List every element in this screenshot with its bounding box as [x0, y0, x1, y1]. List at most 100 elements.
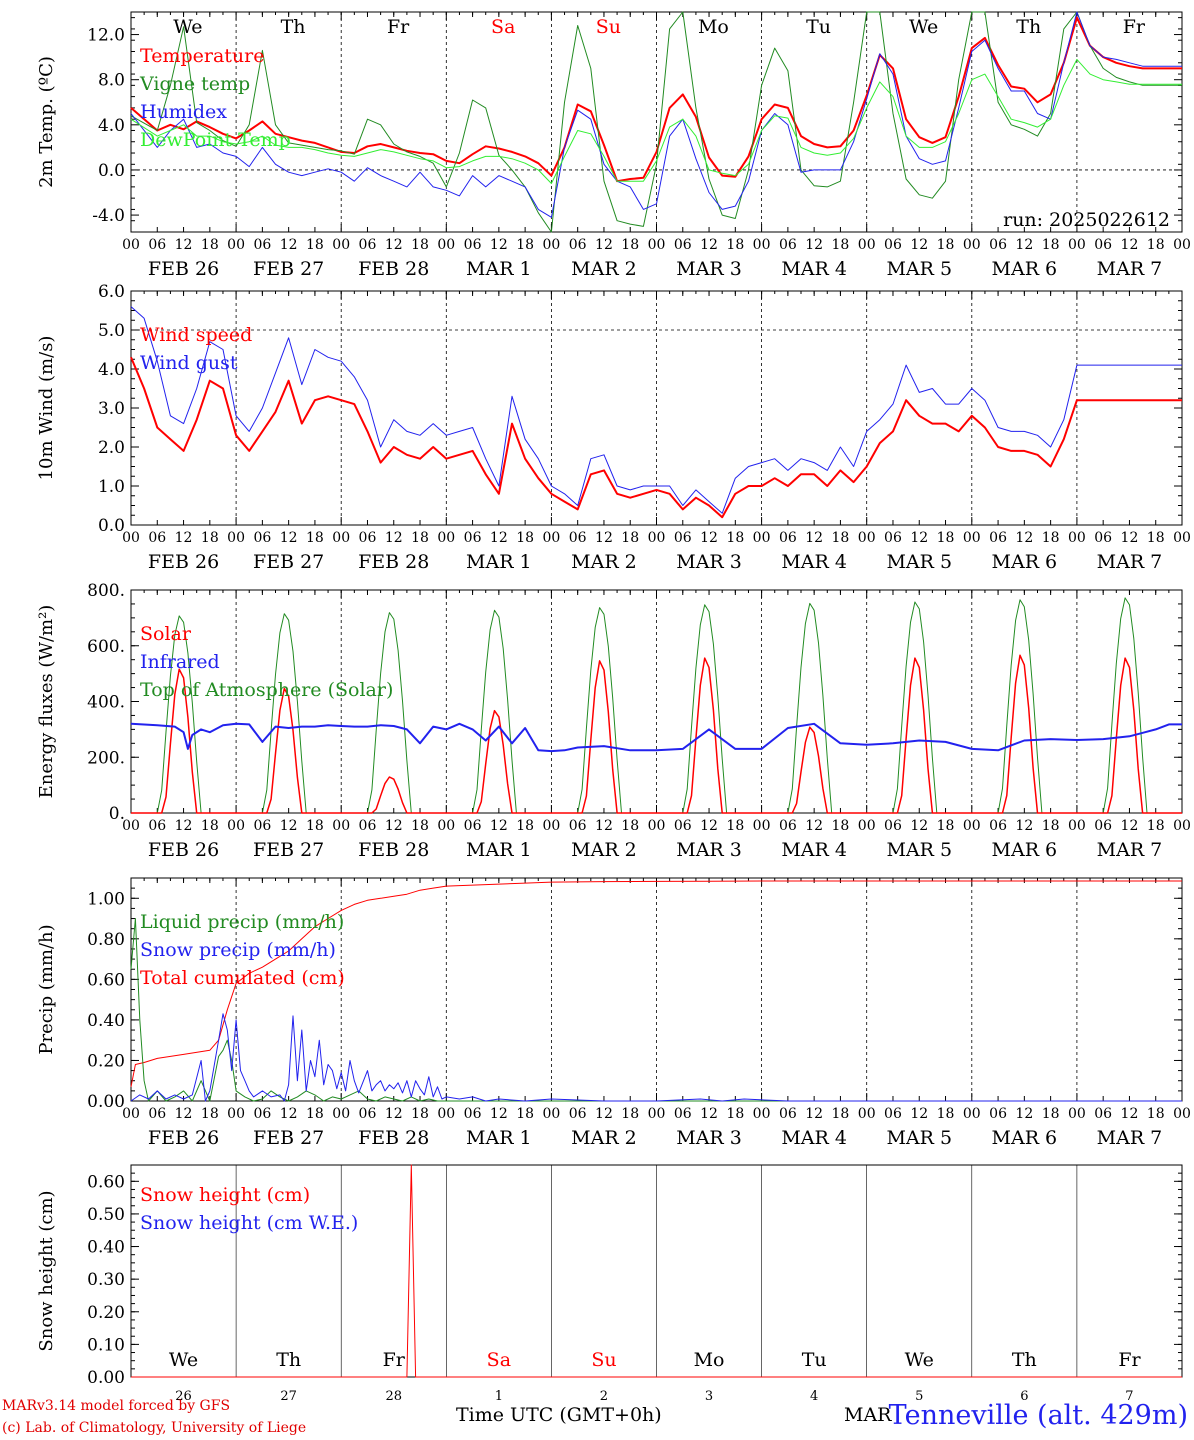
hour-tick-label: 00 [437, 530, 455, 546]
hour-tick-label: 00 [1068, 530, 1086, 546]
hour-tick-label: 00 [858, 237, 876, 253]
hour-tick-label: 06 [884, 1106, 902, 1122]
hour-tick-label: 18 [1042, 818, 1060, 834]
hour-tick-label: 18 [1147, 237, 1165, 253]
hour-tick-label: 06 [674, 530, 692, 546]
date-label: MAR 5 [886, 551, 952, 573]
panel-4: 0.00 0.20 0.40 0.60 0.80 1.00 Precip (mm/h) Liq… [36, 877, 1191, 1149]
hour-tick-label: 18 [726, 1106, 744, 1122]
hour-tick-label: 00 [858, 818, 876, 834]
hour-tick-label: 06 [674, 818, 692, 834]
date-label: FEB 28 [358, 839, 429, 861]
legend-entry: Liquid precip (mm/h) [140, 911, 344, 933]
hour-tick-label: 18 [832, 818, 850, 834]
legend-entry: Infrared [140, 651, 220, 673]
date-label: FEB 28 [358, 551, 429, 573]
series-temperature [130, 16, 1182, 183]
hour-tick-label: 06 [148, 818, 166, 834]
hour-tick-label: 06 [464, 818, 482, 834]
hour-tick-label: 00 [753, 1106, 771, 1122]
hour-tick-label: 06 [359, 530, 377, 546]
hour-tick-label: 18 [1042, 237, 1060, 253]
hour-tick-label: 18 [621, 1106, 639, 1122]
panel-1: -4.0 0.0 4.0 8.0 12.0 2m Temp. (ºC) Temperatur… [36, 11, 1191, 280]
day-number-label: 3 [705, 1389, 713, 1404]
date-label: MAR 6 [992, 551, 1058, 573]
y-axis-label: 2m Temp. (ºC) [36, 56, 57, 188]
hour-tick-label: 18 [621, 237, 639, 253]
hour-tick-label: 18 [201, 818, 219, 834]
hour-tick-label: 00 [122, 1106, 140, 1122]
hour-tick-label: 12 [805, 237, 823, 253]
hour-tick-label: 12 [175, 1106, 193, 1122]
hour-tick-label: 06 [253, 1106, 271, 1122]
series-wind-speed [130, 356, 1182, 519]
weekday-label: Th [1012, 1349, 1037, 1371]
series-snow-height-cm- [131, 1164, 1182, 1378]
hour-tick-label: 12 [1121, 237, 1139, 253]
hour-tick-label: 06 [359, 1106, 377, 1122]
hour-tick-label: 12 [490, 818, 508, 834]
y-tick-label: 0.00 [87, 1092, 125, 1112]
date-label: MAR 2 [571, 258, 637, 280]
series-solar [131, 654, 1182, 814]
y-axis-label: Snow height (cm) [36, 1190, 57, 1351]
hour-tick-label: 12 [595, 818, 613, 834]
hour-tick-label: 12 [280, 530, 298, 546]
date-label: MAR 5 [886, 1127, 952, 1149]
date-label: MAR 4 [781, 258, 847, 280]
hour-tick-label: 06 [1094, 818, 1112, 834]
hour-tick-label: 12 [280, 818, 298, 834]
hour-tick-label: 12 [490, 1106, 508, 1122]
hour-tick-label: 12 [700, 818, 718, 834]
weekday-label: Su [591, 1349, 616, 1371]
weekday-label: Fr [1118, 1349, 1141, 1371]
hour-tick-label: 06 [569, 530, 587, 546]
hour-tick-label: 12 [910, 237, 928, 253]
hour-tick-label: 12 [385, 530, 403, 546]
hour-tick-label: 00 [648, 1106, 666, 1122]
hour-tick-label: 06 [253, 530, 271, 546]
date-label: MAR 2 [571, 551, 637, 573]
hour-tick-label: 12 [175, 237, 193, 253]
date-label: FEB 27 [253, 258, 324, 280]
y-tick-label: 12.0 [87, 26, 125, 46]
hour-tick-label: 00 [437, 818, 455, 834]
date-label: FEB 28 [358, 258, 429, 280]
legend-entry: Wind speed [140, 324, 252, 346]
hour-tick-label: 06 [884, 530, 902, 546]
hour-tick-label: 12 [700, 237, 718, 253]
model-credit: MARv3.14 model forced by GFS [2, 1398, 231, 1414]
y-axis-label: 10m Wind (m/s) [36, 336, 57, 481]
hour-tick-label: 00 [332, 237, 350, 253]
date-label: MAR 4 [781, 1127, 847, 1149]
weekday-label: Mo [694, 1349, 725, 1371]
month-label: MAR [844, 1404, 892, 1426]
hour-tick-label: 18 [411, 1106, 429, 1122]
hour-tick-label: 18 [306, 237, 324, 253]
hour-tick-label: 12 [805, 530, 823, 546]
hour-tick-label: 06 [674, 237, 692, 253]
hour-tick-label: 12 [1121, 818, 1139, 834]
hour-tick-label: 00 [227, 237, 245, 253]
hour-tick-label: 00 [227, 818, 245, 834]
hour-tick-label: 18 [306, 818, 324, 834]
date-label: MAR 4 [781, 551, 847, 573]
hour-tick-label: 12 [595, 237, 613, 253]
legend-entry: Snow height (cm W.E.) [140, 1212, 358, 1234]
hour-tick-label: 00 [963, 237, 981, 253]
hour-tick-label: 12 [910, 818, 928, 834]
date-label: MAR 7 [1097, 258, 1163, 280]
hour-tick-label: 00 [963, 1106, 981, 1122]
hour-tick-label: 18 [516, 818, 534, 834]
hour-tick-label: 00 [437, 1106, 455, 1122]
hour-tick-label: 00 [227, 1106, 245, 1122]
day-number-label: 4 [810, 1389, 818, 1404]
hour-tick-label: 12 [385, 818, 403, 834]
legend-entry: Solar [140, 623, 192, 645]
date-label: FEB 26 [148, 551, 219, 573]
y-tick-label: 0.00 [87, 1368, 125, 1388]
y-tick-label: 600. [87, 637, 125, 657]
hour-tick-label: 06 [148, 1106, 166, 1122]
date-label: FEB 28 [358, 1127, 429, 1149]
